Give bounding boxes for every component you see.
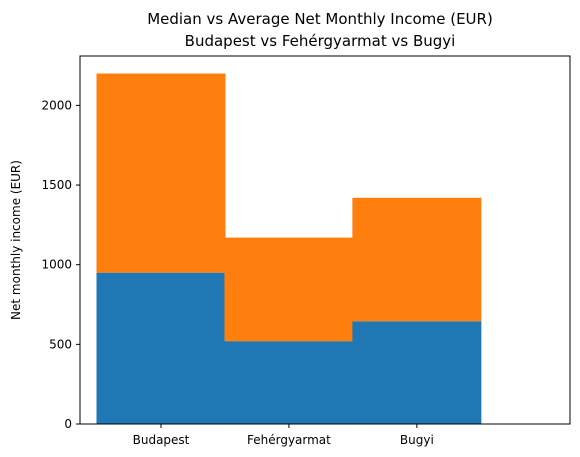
y-tick-label: 1500 [41, 178, 72, 192]
bar-budapest-series-1 [96, 272, 226, 424]
y-tick-label: 1000 [41, 258, 72, 272]
x-tick-label: Fehérgyarmat [247, 433, 331, 447]
bar-fehérgyarmat-series-1 [224, 341, 354, 424]
x-tick-label: Budapest [133, 433, 190, 447]
bar-budapest-series-2 [96, 73, 226, 273]
bar-bugyi-series-1 [352, 321, 482, 424]
y-tick-label: 0 [64, 417, 72, 431]
y-axis-label: Net monthly income (EUR) [9, 160, 23, 320]
bar-fehérgyarmat-series-2 [224, 237, 354, 342]
chart-title-line-2: Budapest vs Fehérgyarmat vs Bugyi [185, 32, 456, 50]
bar-bugyi-series-2 [352, 197, 482, 322]
bars-layer [96, 73, 482, 424]
y-tick-label: 2000 [41, 98, 72, 112]
axes-layer: Budapest Fehérgyarmat Bugyi 0 500 1000 1500 200… [41, 55, 571, 447]
plot-frame [79, 55, 571, 425]
y-tick-label: 500 [49, 337, 72, 351]
x-tick-label: Bugyi [400, 433, 434, 447]
chart-title-line-1: Median vs Average Net Monthly Income (EU… [147, 10, 493, 28]
